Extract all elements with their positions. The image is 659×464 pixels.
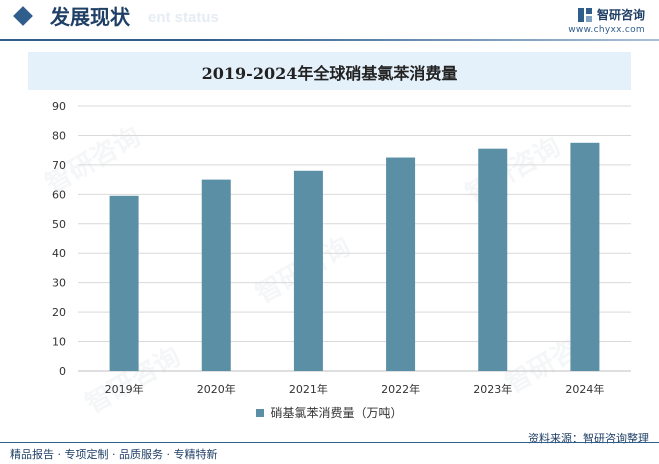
y-tick-label: 30 [52, 277, 66, 290]
footer-divider [0, 442, 659, 443]
bar [478, 148, 508, 371]
x-tick-label: 2022年 [381, 382, 420, 396]
bar [293, 170, 323, 371]
chart-title-bar: 2019-2024年全球硝基氯苯消费量 [28, 52, 631, 90]
y-tick-label: 90 [52, 100, 66, 113]
header-divider [0, 39, 659, 41]
x-tick-label: 2019年 [105, 382, 144, 396]
source-note: 资料来源：智研咨询整理 [528, 432, 649, 445]
chart-legend: 硝基氯苯消费量（万吨） [0, 404, 659, 421]
brand-logo-icon [577, 7, 592, 22]
brand-name: 智研咨询 [596, 8, 645, 22]
bar [109, 195, 139, 371]
y-tick-label: 70 [52, 159, 66, 172]
brand: 智研咨询 www.chyxx.com [568, 4, 645, 35]
y-tick-label: 20 [52, 306, 66, 319]
header-ghost-text: ent status [148, 9, 219, 26]
x-tick-label: 2023年 [473, 382, 512, 396]
x-tick-label: 2020年 [197, 382, 236, 396]
y-tick-label: 0 [59, 365, 66, 378]
bar [570, 142, 600, 371]
legend-label: 硝基氯苯消费量（万吨） [270, 406, 403, 420]
x-tick-label: 2021年 [289, 382, 328, 396]
y-tick-label: 40 [52, 247, 66, 260]
page-header: 发展现状 ent status 智研咨询 www.chyxx.com [0, 0, 659, 41]
y-tick-label: 10 [52, 336, 66, 349]
page-title: 发展现状 [50, 5, 130, 29]
bar [201, 179, 231, 371]
bar [386, 157, 416, 371]
y-tick-label: 80 [52, 129, 66, 142]
chart-title: 2019-2024年全球硝基氯苯消费量 [201, 64, 458, 83]
footer-slogan: 精品报告 · 专项定制 · 品质服务 · 专精特新 [10, 448, 218, 461]
x-tick-label: 2024年 [565, 382, 604, 396]
legend-swatch [256, 408, 265, 417]
brand-url[interactable]: www.chyxx.com [568, 25, 645, 35]
y-tick-label: 50 [52, 218, 66, 231]
y-tick-label: 60 [52, 188, 66, 201]
